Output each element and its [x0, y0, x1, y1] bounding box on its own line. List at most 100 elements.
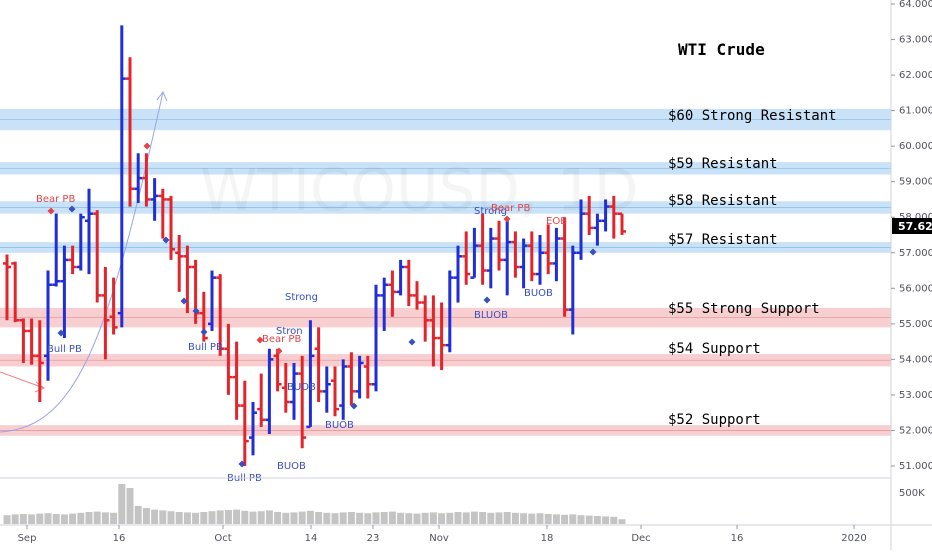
ohlc-bar — [363, 355, 372, 399]
volume-bar — [315, 512, 323, 524]
price-tick-label: 62.000 — [899, 70, 932, 81]
volume-bar — [479, 512, 487, 524]
volume-bar — [438, 513, 446, 524]
volume-bar — [331, 513, 339, 524]
ohlc-bar — [544, 224, 553, 275]
signal-diamond — [47, 207, 55, 215]
volume-bar — [274, 512, 282, 524]
ohlc-bar — [380, 277, 389, 331]
volume-bar — [151, 509, 159, 524]
volume-bar — [413, 513, 421, 524]
volume-bar — [372, 512, 380, 524]
bars-layer — [3, 25, 626, 466]
ohlc-bar — [52, 213, 61, 287]
price-tick-label: 60.000 — [899, 141, 932, 152]
volume-bar — [520, 513, 528, 524]
price-tick-label: 59.000 — [899, 177, 932, 188]
volume-bar — [618, 519, 626, 524]
ohlc-bar — [609, 195, 618, 239]
signal-label: BUOB — [287, 382, 316, 393]
time-tick-label: 2020 — [841, 533, 866, 544]
ohlc-bar — [560, 217, 569, 317]
volume-bar — [60, 514, 68, 524]
volume-bar — [347, 512, 355, 524]
ohlc-bar — [68, 245, 77, 275]
price-tick-label: 55.000 — [899, 319, 932, 330]
ohlc-bar — [421, 295, 430, 342]
ohlc-bar — [19, 318, 28, 363]
volume-bar — [192, 512, 200, 524]
volume-bar — [429, 512, 437, 524]
signal-label: Bear PB — [36, 194, 75, 205]
ohlc-bar — [306, 320, 315, 429]
volume-bar — [233, 509, 241, 524]
signal-label: Bear PB — [491, 203, 530, 214]
ohlc-bar — [35, 320, 44, 403]
ohlc-bar — [142, 153, 151, 207]
ohlc-bar — [257, 373, 266, 427]
volume-bar — [577, 515, 585, 524]
signal-diamond — [275, 347, 283, 355]
time-tick-label: Nov — [429, 533, 449, 544]
price-tick-label: 57.000 — [899, 248, 932, 259]
ohlc-bar — [322, 366, 331, 413]
volume-bar — [110, 512, 118, 524]
ohlc-bar — [265, 348, 274, 435]
volume-bar — [487, 512, 495, 524]
volume-bar — [561, 514, 569, 524]
volume-bar — [593, 516, 601, 524]
ohlc-bar — [445, 270, 454, 353]
signal-diamond — [589, 248, 597, 256]
ohlc-bar — [85, 188, 93, 275]
time-tick-label: Dec — [631, 533, 650, 544]
ohlc-bar — [101, 266, 110, 360]
zone-label: $52 Support — [668, 412, 761, 428]
ohlc-bar — [552, 227, 561, 282]
price-tick-label: 58.000 — [899, 212, 932, 223]
ohlc-bar — [224, 323, 233, 395]
volume-bar — [552, 514, 560, 524]
ohlc-bar — [601, 199, 610, 232]
volume-tick-label: 500K — [899, 488, 925, 499]
ohlc-bar — [478, 213, 487, 285]
ohlc-bar — [76, 213, 85, 271]
ohlc-bar — [232, 341, 241, 420]
ohlc-bar — [314, 327, 323, 403]
ohlc-bar — [117, 25, 126, 328]
signal-diamond — [180, 297, 188, 305]
ohlc-bar — [429, 295, 438, 367]
ohlc-bar — [281, 362, 290, 413]
volume-layer — [3, 484, 626, 524]
signal-label: EOB — [546, 216, 567, 227]
volume-bar — [356, 512, 364, 524]
signal-diamond — [238, 460, 246, 468]
ohlc-bar — [437, 302, 446, 371]
last-price-marker: 57.627 — [892, 218, 932, 234]
down-arrow — [0, 371, 45, 393]
time-tick-label: 14 — [305, 533, 318, 544]
zone-label: $54 Support — [668, 341, 761, 357]
volume-bar — [118, 484, 126, 524]
ohlc-bar — [519, 238, 528, 289]
time-tick-label: 23 — [367, 533, 380, 544]
ohlc-bar — [273, 348, 282, 392]
ohlc-bar — [44, 270, 52, 381]
signal-diamond — [256, 336, 264, 344]
volume-bar — [134, 506, 142, 524]
ohlc-bar — [93, 210, 102, 303]
signal-label: Stron — [276, 326, 303, 337]
volume-bar — [528, 513, 536, 524]
signal-label: BLUOB — [474, 310, 508, 321]
volume-bar — [503, 512, 511, 524]
volume-bar — [52, 514, 60, 524]
zone-label: $57 Resistant — [668, 232, 778, 248]
ohlc-bar — [470, 227, 479, 279]
ohlc-bar — [109, 277, 118, 335]
time-tick-label: 16 — [731, 533, 744, 544]
signal-diamond — [68, 205, 76, 213]
volume-bar — [142, 508, 150, 524]
zone-labels: $60 Strong Resistant $59 Resistant $58 Res… — [668, 108, 837, 428]
